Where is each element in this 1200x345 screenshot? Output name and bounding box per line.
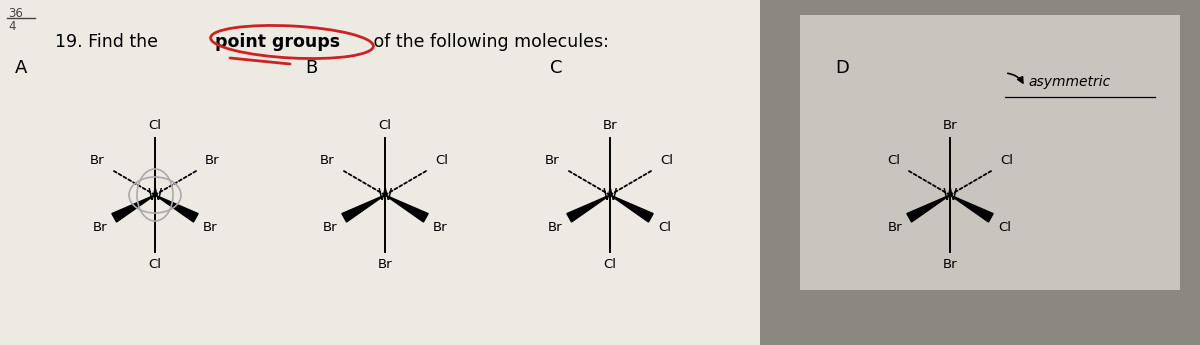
Text: W: W [148,187,162,203]
Text: D: D [835,59,848,77]
Text: Br: Br [323,221,337,234]
Text: Cl: Cl [604,258,617,271]
Text: Cl: Cl [887,154,900,167]
Text: Br: Br [943,119,958,132]
Polygon shape [112,195,155,222]
Text: Cl: Cl [149,119,162,132]
Polygon shape [566,195,610,222]
Polygon shape [155,195,198,222]
Text: Br: Br [203,221,217,234]
Text: B: B [305,59,317,77]
Text: 36: 36 [8,7,23,20]
Text: Cl: Cl [436,154,449,167]
Polygon shape [950,195,994,222]
Text: A: A [14,59,28,77]
Text: Br: Br [90,154,104,167]
Polygon shape [610,195,653,222]
Text: Cl: Cl [658,221,671,234]
FancyBboxPatch shape [800,15,1180,290]
Text: 4: 4 [8,20,16,33]
Polygon shape [907,195,950,222]
Text: point groups: point groups [215,33,340,51]
Text: Cl: Cl [660,154,673,167]
Polygon shape [385,195,428,222]
Text: W: W [378,187,392,203]
Text: Cl: Cl [998,221,1010,234]
Text: Br: Br [602,119,617,132]
Text: Br: Br [545,154,559,167]
Text: Br: Br [320,154,335,167]
Polygon shape [342,195,385,222]
Text: W: W [943,187,958,203]
Text: asymmetric: asymmetric [1028,75,1110,89]
Text: Br: Br [378,258,392,271]
Text: Br: Br [92,221,107,234]
Text: Cl: Cl [1001,154,1013,167]
Text: Br: Br [943,258,958,271]
Text: Br: Br [547,221,562,234]
Text: Br: Br [433,221,448,234]
Text: C: C [550,59,563,77]
Text: Br: Br [205,154,220,167]
Text: Br: Br [888,221,902,234]
FancyBboxPatch shape [760,0,1200,345]
Text: Cl: Cl [149,258,162,271]
Text: Cl: Cl [378,119,391,132]
Text: of the following molecules:: of the following molecules: [368,33,608,51]
Text: 19. Find the: 19. Find the [55,33,163,51]
Text: W: W [602,187,617,203]
